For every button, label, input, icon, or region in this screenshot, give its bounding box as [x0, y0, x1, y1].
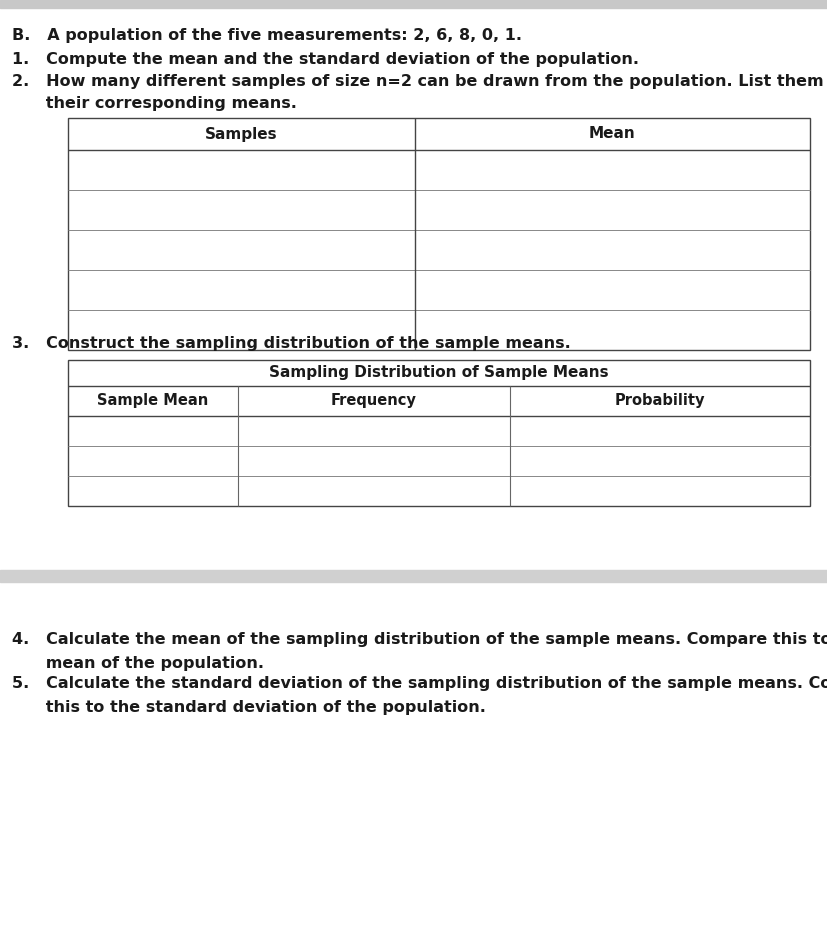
Text: Sample Mean: Sample Mean: [98, 394, 208, 409]
Text: B.   A population of the five measurements: 2, 6, 8, 0, 1.: B. A population of the five measurements…: [12, 28, 521, 43]
Text: Probability: Probability: [614, 394, 705, 409]
Bar: [68, 360, 809, 506]
Text: Samples: Samples: [205, 127, 278, 142]
Bar: [68, 118, 809, 350]
Text: Mean: Mean: [589, 127, 635, 142]
Text: Frequency: Frequency: [331, 394, 417, 409]
Text: 5.   Calculate the standard deviation of the sampling distribution of the sample: 5. Calculate the standard deviation of t…: [12, 676, 827, 691]
Text: 4.   Calculate the mean of the sampling distribution of the sample means. Compar: 4. Calculate the mean of the sampling di…: [12, 632, 827, 647]
Bar: [0, 570, 827, 582]
Text: 1.   Compute the mean and the standard deviation of the population.: 1. Compute the mean and the standard dev…: [12, 52, 638, 67]
Text: 2.   How many different samples of size n=2 can be drawn from the population. Li: 2. How many different samples of size n=…: [12, 74, 827, 89]
Text: Sampling Distribution of Sample Means: Sampling Distribution of Sample Means: [269, 366, 608, 381]
Text: their corresponding means.: their corresponding means.: [12, 96, 297, 111]
Bar: [0, 0, 827, 8]
Text: this to the standard deviation of the population.: this to the standard deviation of the po…: [12, 700, 485, 715]
Text: mean of the population.: mean of the population.: [12, 656, 264, 671]
Text: 3.   Construct the sampling distribution of the sample means.: 3. Construct the sampling distribution o…: [12, 336, 570, 351]
